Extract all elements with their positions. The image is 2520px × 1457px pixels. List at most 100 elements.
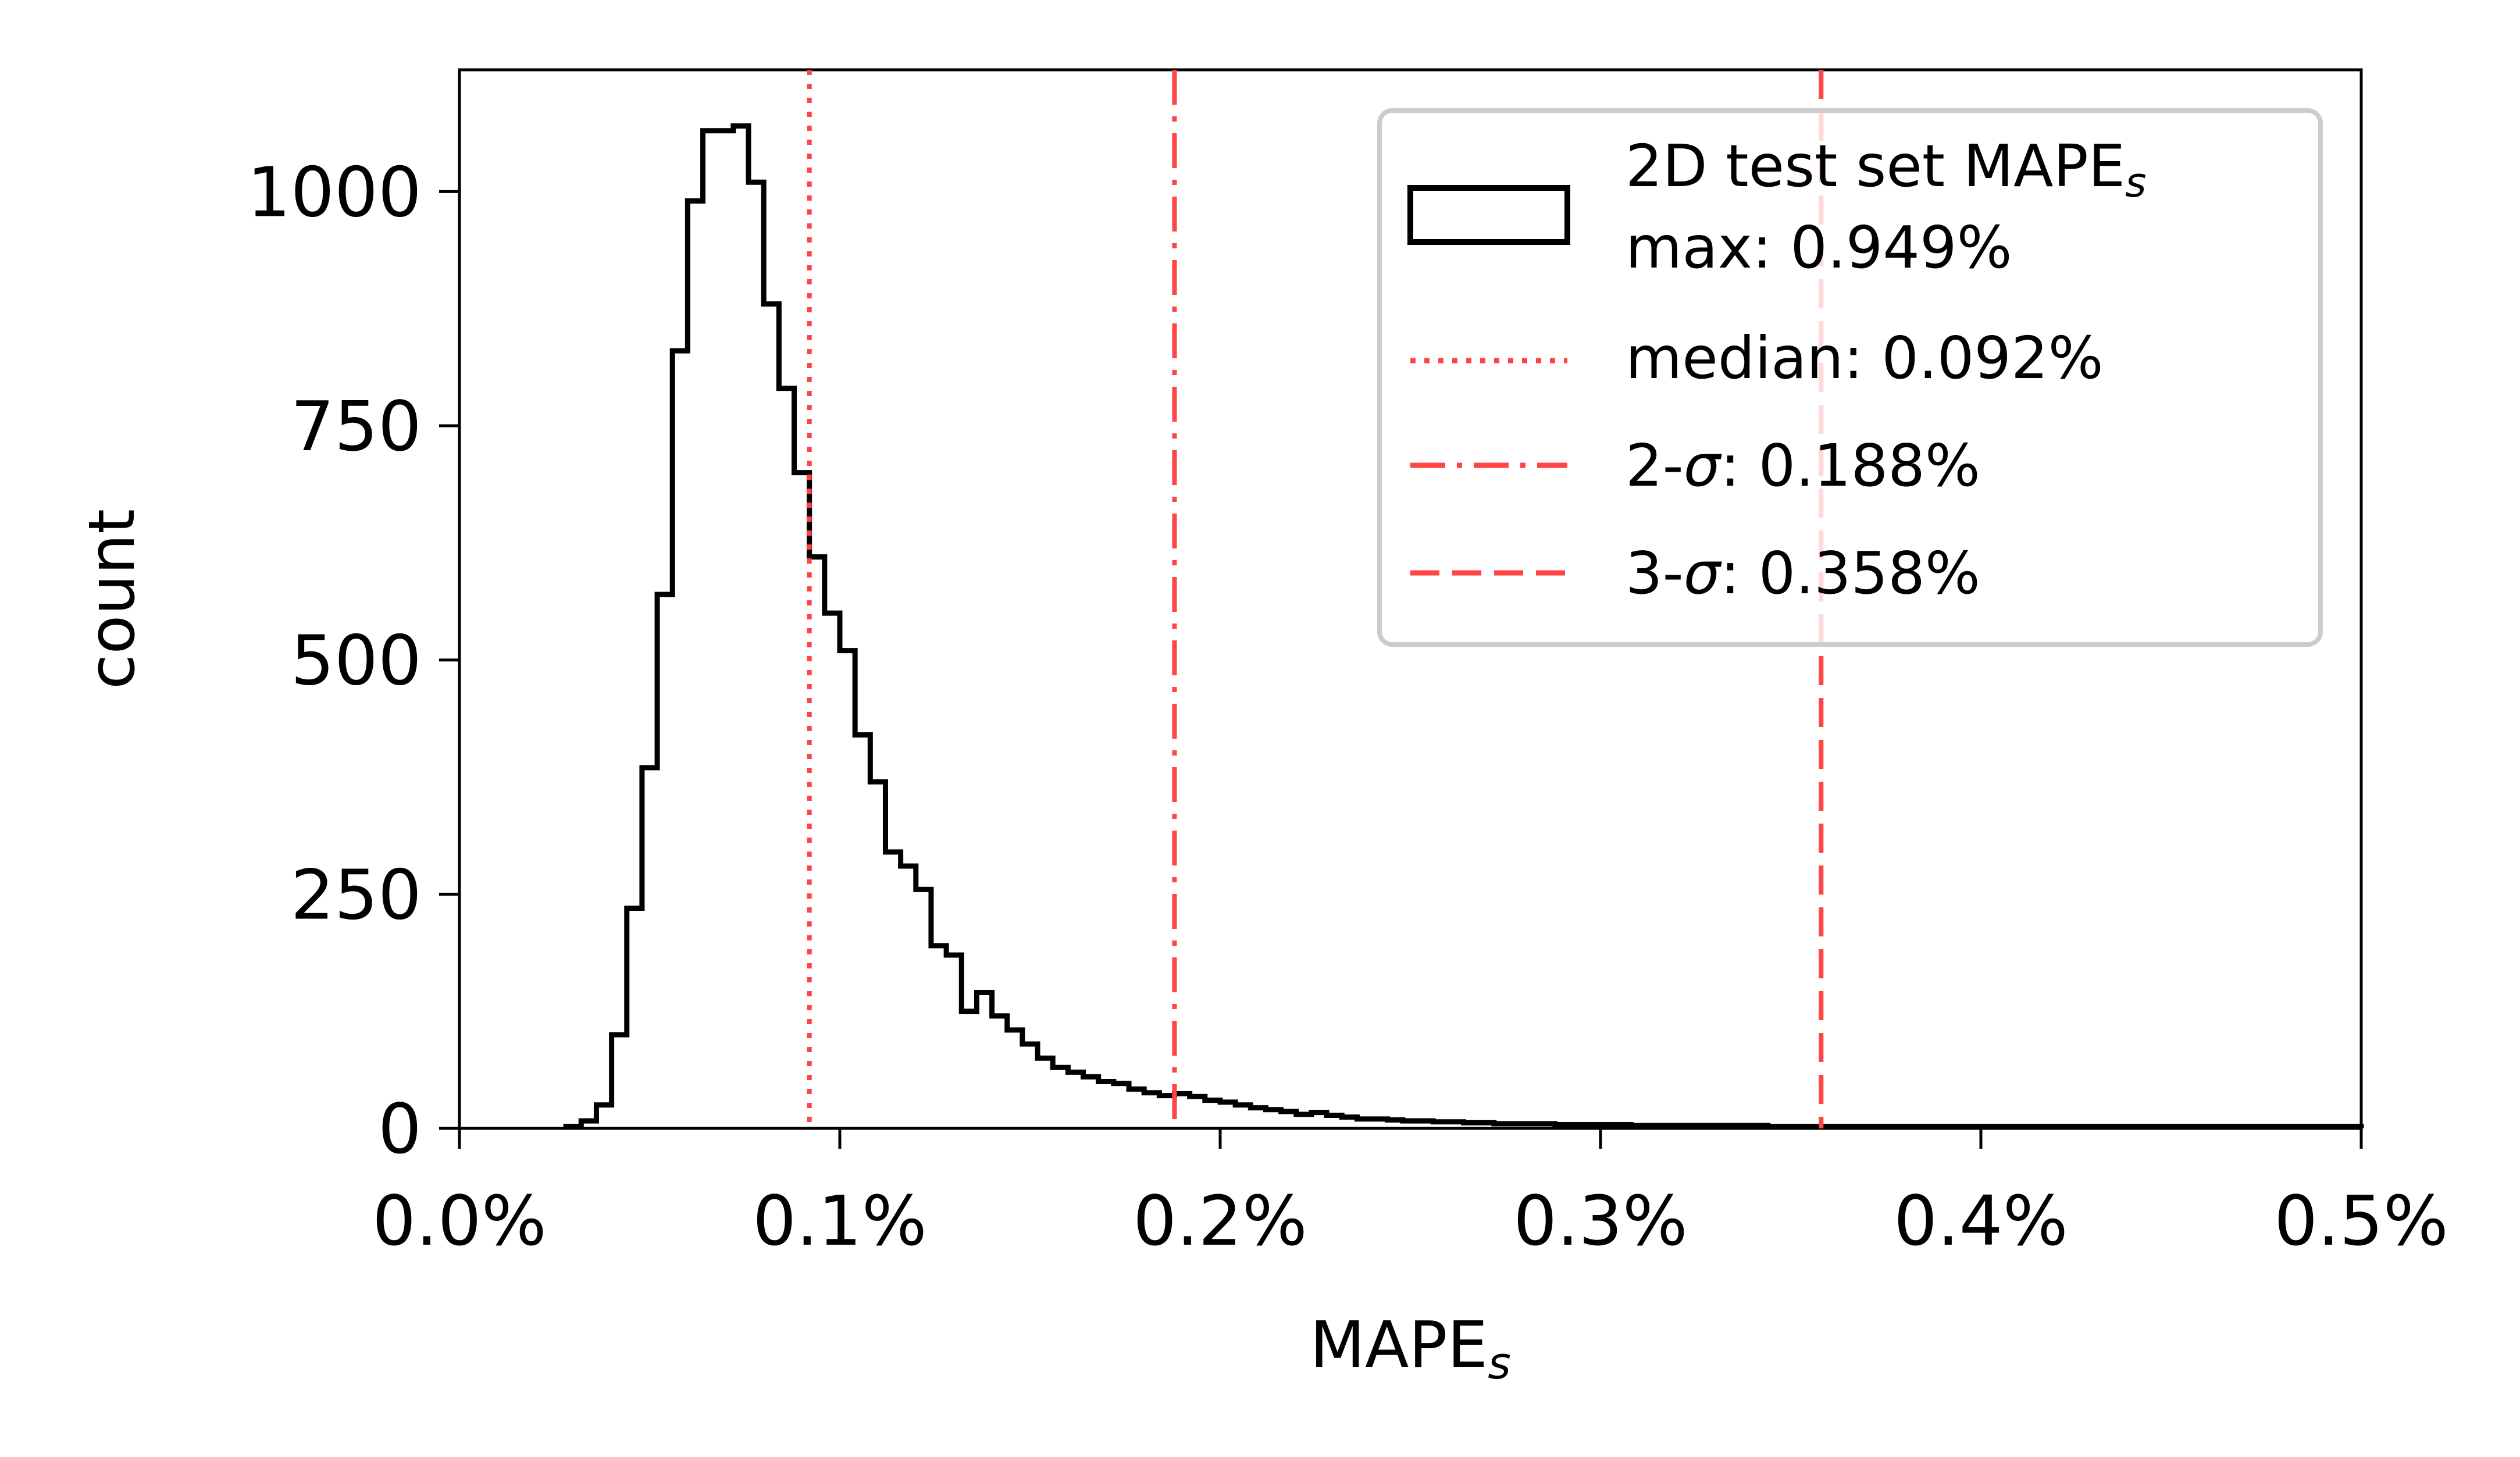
histogram-bin: [1494, 1124, 1509, 1128]
histogram-bin: [687, 201, 703, 1128]
histogram-bin: [1220, 1102, 1235, 1128]
histogram-bin: [1418, 1121, 1433, 1128]
histogram-bin: [596, 1105, 611, 1128]
histogram-bin: [1190, 1096, 1205, 1128]
histogram-bin: [1890, 1127, 1905, 1128]
x-tick-label: 0.4%: [1894, 1181, 2068, 1261]
y-tick-label: 1000: [247, 152, 422, 232]
histogram-bin: [901, 866, 916, 1128]
histogram-bin: [612, 1035, 627, 1128]
histogram-bin: [2300, 1127, 2315, 1128]
histogram-bin: [976, 992, 992, 1128]
histogram-bin: [657, 594, 672, 1128]
histogram-bin: [1373, 1119, 1388, 1128]
histogram-bin: [1114, 1084, 1129, 1128]
histogram-bin: [1722, 1125, 1737, 1128]
histogram-bin: [1646, 1125, 1661, 1128]
y-tick-label: 750: [291, 386, 422, 466]
legend-3sigma-prefix: 3-: [1626, 539, 1684, 607]
histogram-bin: [1783, 1127, 1798, 1128]
histogram-bin: [779, 389, 794, 1128]
x-axis-label: MAPEs: [1310, 1308, 1511, 1389]
histogram-bin: [1296, 1114, 1311, 1128]
legend-frame: [1377, 108, 2323, 647]
histogram-bin: [764, 304, 779, 1128]
y-tick-label: 250: [291, 854, 422, 935]
histogram-bin: [1144, 1093, 1159, 1128]
histogram-bin: [2316, 1127, 2331, 1128]
histogram-bin: [1022, 1044, 1038, 1128]
histogram-bin: [1403, 1121, 1418, 1128]
histogram-bin: [1555, 1125, 1570, 1128]
histogram-bin: [1311, 1113, 1327, 1128]
legend-entry-max-label: max: 0.949%: [1626, 213, 2012, 282]
histogram-bin: [1585, 1125, 1601, 1128]
histogram-bin: [961, 1011, 976, 1128]
histogram-bin: [992, 1016, 1007, 1128]
histogram-bin: [825, 613, 840, 1128]
legend-3sigma-suffix: : 0.358%: [1720, 539, 1980, 607]
histogram-bin: [1250, 1108, 1266, 1128]
histogram-bin: [931, 946, 946, 1128]
legend-2sigma-suffix: : 0.188%: [1720, 432, 1980, 500]
histogram-bin: [1737, 1125, 1752, 1128]
histogram-bin: [2011, 1127, 2026, 1128]
x-tick-label: 0.3%: [1513, 1181, 1688, 1261]
x-axis-label-subscript: s: [1488, 1337, 1511, 1389]
histogram-bin: [1981, 1127, 1996, 1128]
y-axis-label: count: [74, 509, 149, 689]
legend: 2D test set MAPEs max: 0.949% median: 0.…: [1377, 108, 2323, 647]
histogram-bin: [672, 351, 687, 1128]
histogram-bin: [1129, 1089, 1144, 1128]
histogram-bin: [1951, 1127, 1966, 1128]
histogram-bin: [2285, 1127, 2300, 1128]
histogram-bin: [2225, 1127, 2240, 1128]
histogram-bin: [1007, 1030, 1022, 1128]
x-tick-label: 0.0%: [372, 1181, 547, 1261]
x-axis: 0.0% 0.1% 0.2% 0.3% 0.4% 0.5%: [372, 1128, 2448, 1261]
histogram-bin: [1692, 1125, 1707, 1128]
histogram-bin: [1936, 1127, 1951, 1128]
legend-histogram-label-text: 2D test set MAPE: [1626, 132, 2125, 200]
legend-entry-median-label: median: 0.092%: [1626, 324, 2104, 392]
histogram-bin: [855, 735, 870, 1128]
histogram-bin: [1038, 1058, 1053, 1128]
legend-histogram-swatch: [1407, 185, 1570, 245]
histogram-bars-layer: [563, 123, 2364, 1130]
legend-histogram-label-subscript: s: [2125, 159, 2146, 206]
histogram-bin: [1479, 1123, 1494, 1128]
histogram-bin: [2163, 1127, 2179, 1128]
histogram-bin: [1677, 1125, 1692, 1128]
histogram-bin: [566, 1127, 581, 1128]
y-tick-label: 0: [378, 1089, 422, 1169]
histogram-bin: [1235, 1105, 1250, 1128]
histogram-bin: [1205, 1100, 1220, 1128]
histogram-bin: [1844, 1127, 1859, 1128]
histogram-bin: [1859, 1127, 1874, 1128]
histogram-bin: [916, 889, 931, 1128]
histogram-bin: [2148, 1127, 2163, 1128]
plot-area: [458, 68, 2363, 1130]
x-tick-label: 0.1%: [753, 1181, 927, 1261]
histogram-bin: [1464, 1123, 1479, 1128]
histogram-bin: [2102, 1127, 2118, 1128]
histogram-bin: [1083, 1077, 1099, 1128]
histogram-bin: [1327, 1115, 1342, 1128]
legend-2sigma-prefix: 2-: [1626, 432, 1684, 500]
histogram-bin: [1281, 1112, 1296, 1128]
histogram-bin: [885, 852, 900, 1128]
histogram-bin: [1616, 1125, 1631, 1128]
histogram-bin: [1342, 1117, 1357, 1128]
histogram-bin: [2270, 1127, 2285, 1128]
legend-2sigma-symbol: σ: [1684, 432, 1722, 500]
histogram-bin: [1448, 1122, 1463, 1128]
legend-3sigma-symbol: σ: [1684, 539, 1722, 607]
histogram-bin: [870, 782, 885, 1128]
histogram-bin: [642, 768, 657, 1128]
histogram-bin: [2087, 1127, 2102, 1128]
legend-entry-2sigma-label: 2-σ: 0.188%: [1626, 432, 1980, 500]
histogram-bin: [946, 955, 961, 1128]
histogram-bin: [1768, 1127, 1783, 1128]
